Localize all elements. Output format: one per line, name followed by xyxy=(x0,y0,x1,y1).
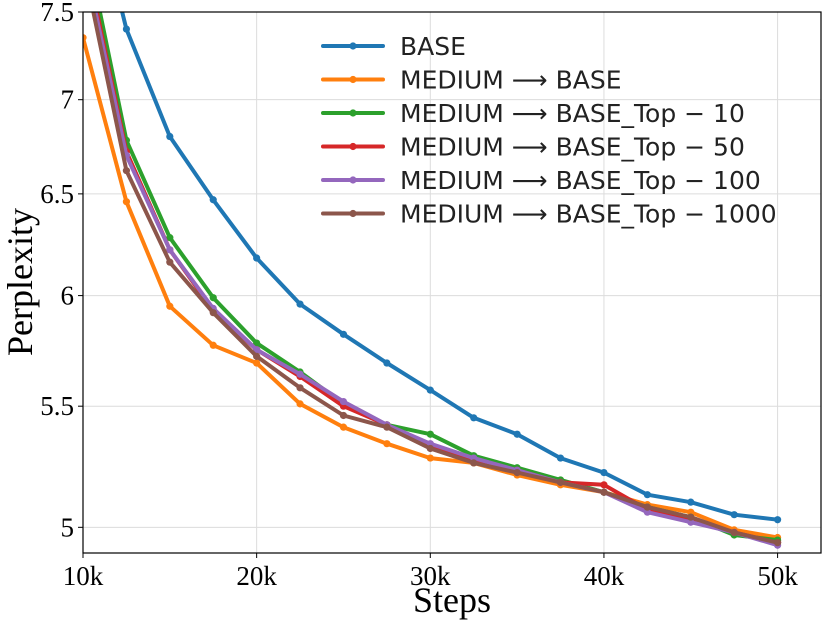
data-point xyxy=(253,254,261,262)
data-point xyxy=(687,508,695,516)
legend-marker xyxy=(349,176,357,184)
x-axis: 10k 20k 30k 40k 50k xyxy=(63,553,798,591)
legend-item: MEDIUM ⟶ BASE_Top − 100 xyxy=(321,166,761,195)
data-point xyxy=(296,370,304,378)
plot-frame xyxy=(82,11,822,554)
data-point xyxy=(773,539,782,547)
data-point xyxy=(426,444,434,453)
data-point xyxy=(339,411,348,420)
legend-marker xyxy=(349,109,357,117)
legend-marker xyxy=(349,42,357,50)
data-point xyxy=(253,339,261,347)
legend-marker xyxy=(349,209,357,218)
data-point xyxy=(166,246,174,254)
data-point xyxy=(600,481,608,489)
data-point xyxy=(426,386,434,394)
data-point xyxy=(253,352,261,360)
legend-item: MEDIUM ⟶ BASE_Top − 1000 xyxy=(321,200,777,229)
x-tick-label: 30k xyxy=(410,561,451,591)
data-point xyxy=(122,167,131,175)
x-tick-label: 50k xyxy=(757,561,798,591)
data-point xyxy=(296,300,304,308)
y-axis: 5 5.5 6 6.5 7 7.5 xyxy=(40,0,83,542)
plot-area xyxy=(83,12,782,549)
legend-item: MEDIUM ⟶ BASE_Top − 10 xyxy=(321,99,745,128)
legend-label: MEDIUM ⟶ BASE_Top − 1000 xyxy=(400,200,777,229)
y-axis-label: Perplexity xyxy=(0,208,40,356)
data-point xyxy=(600,488,608,496)
data-point xyxy=(643,503,651,511)
y-tick-label: 5 xyxy=(61,512,75,542)
data-point xyxy=(253,346,261,354)
y-tick-label: 6 xyxy=(61,281,75,311)
series-5 xyxy=(91,12,782,547)
y-tick-label: 7.5 xyxy=(40,0,74,27)
data-point xyxy=(426,430,434,438)
data-point xyxy=(773,516,782,524)
legend-item: BASE xyxy=(321,32,466,61)
series-0 xyxy=(120,12,782,524)
data-point xyxy=(209,341,217,349)
data-point xyxy=(339,330,348,338)
data-point xyxy=(166,302,174,310)
legend-label: MEDIUM ⟶ BASE_Top − 10 xyxy=(400,99,745,128)
data-point xyxy=(470,459,478,467)
data-point xyxy=(339,423,348,431)
data-point xyxy=(209,196,217,204)
data-point xyxy=(556,478,565,486)
legend-label: MEDIUM ⟶ BASE xyxy=(400,66,622,95)
legend-item: MEDIUM ⟶ BASE xyxy=(321,66,622,95)
x-axis-label: Steps xyxy=(413,580,491,620)
data-point xyxy=(296,384,304,392)
data-point xyxy=(730,528,738,537)
data-point xyxy=(687,498,695,506)
legend-label: BASE xyxy=(400,32,466,61)
data-point xyxy=(166,234,174,242)
data-point xyxy=(122,25,131,33)
data-point xyxy=(470,414,478,422)
legend: BASE MEDIUM ⟶ BASE MEDIUM ⟶ BASE_Top − 10 M… xyxy=(321,32,777,229)
data-point xyxy=(209,294,217,302)
y-tick-label: 5.5 xyxy=(40,391,74,421)
data-point xyxy=(166,132,174,141)
legend-item: MEDIUM ⟶ BASE_Top − 50 xyxy=(321,133,745,162)
data-point xyxy=(600,468,608,477)
legend-label: MEDIUM ⟶ BASE_Top − 50 xyxy=(400,133,745,162)
data-point xyxy=(209,309,217,317)
data-point xyxy=(253,359,261,367)
data-point xyxy=(122,198,131,206)
legend-label: MEDIUM ⟶ BASE_Top − 100 xyxy=(400,166,761,195)
y-tick-label: 7 xyxy=(61,85,75,115)
data-point xyxy=(383,440,391,448)
x-tick-label: 40k xyxy=(584,561,625,591)
data-point xyxy=(383,423,391,431)
data-point xyxy=(687,513,695,521)
data-point xyxy=(643,508,651,516)
x-tick-label: 10k xyxy=(63,561,104,591)
data-point xyxy=(296,400,304,408)
y-tick-label: 6.5 xyxy=(40,179,74,209)
legend-marker xyxy=(349,75,357,84)
data-point xyxy=(643,491,651,499)
data-point xyxy=(83,34,87,42)
data-point xyxy=(383,359,391,367)
data-point xyxy=(339,397,348,406)
legend-marker xyxy=(349,142,357,151)
data-point xyxy=(556,454,565,462)
data-point xyxy=(513,468,521,477)
data-point xyxy=(166,258,174,266)
data-point xyxy=(730,511,738,519)
x-tick-label: 20k xyxy=(236,561,277,591)
data-point xyxy=(687,518,695,526)
data-point xyxy=(513,430,521,438)
data-point xyxy=(426,454,434,462)
